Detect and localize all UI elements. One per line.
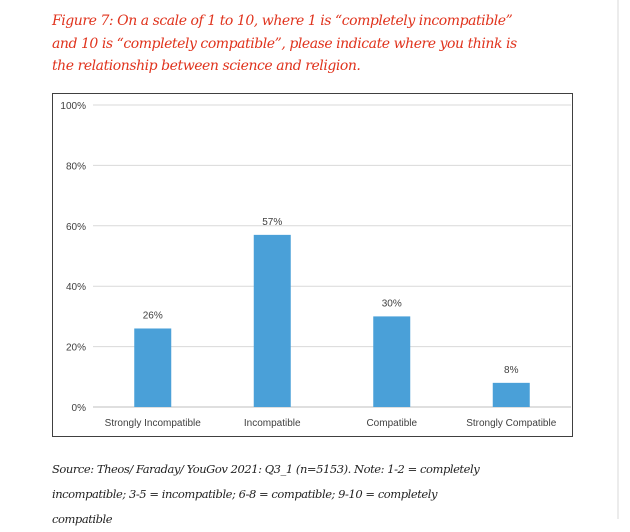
bar [134,328,172,407]
source-note-line: compatible [52,512,113,526]
y-tick-label: 80% [66,161,86,172]
figure-title: Figure 7: On a scale of 1 to 10, where 1… [52,10,572,78]
y-tick-label: 100% [60,101,86,112]
bar [492,382,530,407]
data-label: 26% [143,310,163,321]
figure-title-line: and 10 is “completely compatible”, pleas… [52,35,517,52]
data-label: 30% [382,298,402,309]
chart-frame: 0% 20% 40% 60% 80% 100% 26% Strongly Incompatib… [52,93,573,437]
source-note-line: incompatible; 3-5 = incompatible; 6-8 = … [52,487,438,501]
data-label: 8% [504,365,519,376]
figure-title-line: the relationship between science and rel… [52,58,361,74]
y-tick-label: 60% [66,222,86,233]
page-edge-rule [617,0,619,519]
y-tick-label: 20% [66,343,86,354]
bar-chart: 0% 20% 40% 60% 80% 100% 26% Strongly Incompatib… [60,101,571,429]
y-tick-label: 0% [72,403,87,414]
bar [253,234,291,407]
data-label: 57% [262,217,282,228]
source-note-line: Source: Theos/ Faraday/ YouGov 2021: Q3_… [52,462,480,476]
bar [373,316,411,407]
x-category-label: Compatible [366,418,417,429]
y-tick-label: 40% [66,282,86,293]
figure-title-line: Figure 7: On a scale of 1 to 10, where 1… [52,13,513,29]
x-category-label: Strongly Incompatible [105,418,202,429]
source-note: Source: Theos/ Faraday/ YouGov 2021: Q3_… [52,457,612,532]
x-category-label: Strongly Compatible [466,418,556,429]
x-category-label: Incompatible [244,418,301,429]
